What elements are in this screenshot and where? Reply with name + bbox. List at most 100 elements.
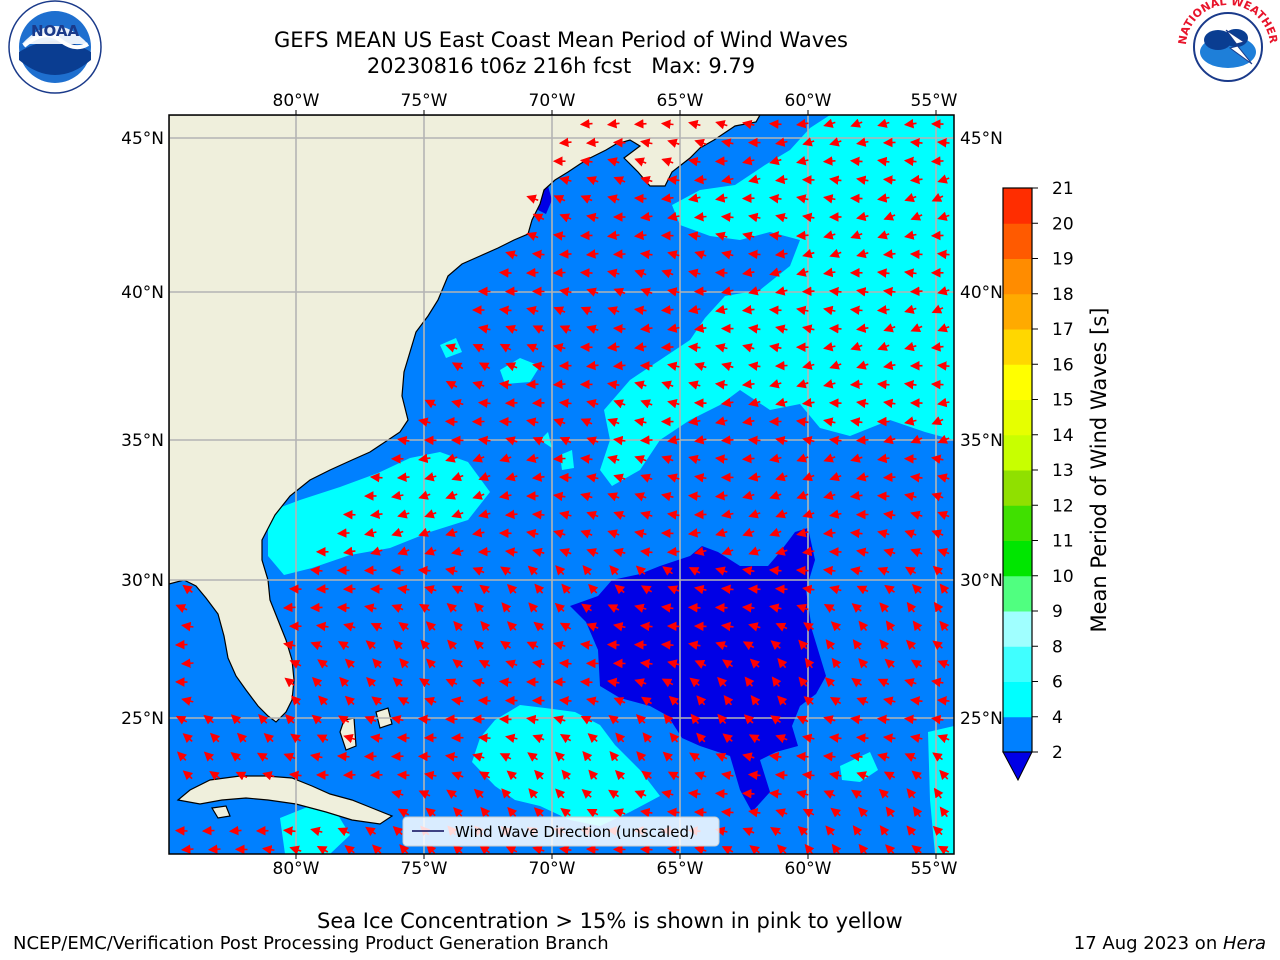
wave-direction-arrow [607,157,620,167]
wave-direction-arrow [182,584,193,595]
wave-direction-arrow [397,435,410,446]
wave-direction-arrow [559,175,572,186]
wave-direction-arrow [856,211,869,222]
wave-direction-arrow [397,546,410,556]
lat-label: 45°N [121,129,164,149]
colorbar-tick-label: 8 [1052,637,1063,657]
wave-direction-arrow [634,528,647,539]
wave-direction-arrow [822,565,836,576]
wave-direction-arrow [504,547,518,557]
wave-direction-arrow [588,583,599,595]
wave-direction-arrow [666,175,680,185]
wave-direction-arrow [580,306,593,316]
wave-direction-arrow [559,287,572,297]
wave-direction-arrow [688,193,701,203]
wave-direction-arrow [801,770,815,781]
wave-direction-arrow [451,771,464,781]
wave-direction-arrow [769,751,782,762]
wave-direction-arrow [580,418,593,428]
wave-direction-arrow [939,769,950,781]
wave-direction-arrow [607,380,620,390]
wave-direction-arrow [912,806,923,818]
wave-direction-arrow [559,510,572,520]
wave-direction-arrow [667,771,680,781]
wave-direction-arrow [528,602,539,613]
wave-direction-arrow [777,695,788,706]
lat-label: 30°N [121,571,164,591]
wave-direction-arrow [936,138,950,148]
wave-direction-arrow [581,603,592,613]
wave-direction-arrow [532,361,545,371]
wave-direction-arrow [906,788,917,799]
colorbar-tick-label: 2 [1052,743,1063,763]
wave-direction-arrow [741,304,755,315]
wave-direction-arrow [288,770,302,781]
wave-direction-arrow [715,193,728,203]
wave-direction-arrow [393,639,404,650]
wave-direction-arrow [477,435,491,446]
wave-direction-arrow [425,621,437,632]
wave-direction-arrow [802,808,815,818]
wave-direction-arrow [182,770,194,781]
wave-direction-arrow [580,715,593,725]
wave-direction-arrow [310,752,323,762]
wave-direction-arrow [823,267,836,278]
wave-direction-arrow [283,752,296,762]
wave-direction-arrow [877,341,890,351]
wave-direction-arrow [634,157,647,167]
wave-direction-arrow [796,267,809,277]
wave-direction-arrow [310,826,323,837]
wave-direction-arrow [823,453,836,463]
wave-direction-arrow [525,267,539,278]
wave-direction-arrow [558,249,572,259]
wave-direction-arrow [607,677,620,688]
wave-direction-arrow [614,769,626,781]
wave-direction-arrow [661,455,674,465]
wave-direction-arrow [768,565,782,576]
wave-direction-arrow [850,118,863,128]
wave-direction-arrow [478,362,491,372]
map-frame [168,114,955,855]
wave-direction-arrow [498,305,512,316]
wave-direction-arrow [878,788,890,799]
wave-direction-arrow [284,714,296,725]
wave-direction-arrow [823,790,836,799]
wave-direction-arrow [282,602,296,613]
wave-direction-arrow [882,286,896,297]
wave-direction-arrow [505,362,518,372]
lat-label: 40°N [960,283,1003,303]
wave-direction-arrow [640,211,653,222]
nws-logo-text: NATIONAL WEATHER SERVICE [0,0,1280,48]
wave-direction-arrow [802,509,815,519]
wave-direction-arrow [802,472,815,482]
wave-direction-arrow [336,602,350,613]
wave-direction-arrow [397,697,410,706]
colorbar-segment [1003,434,1032,471]
wave-direction-arrow [613,621,626,632]
wave-direction-arrow [693,211,707,222]
colorbar-segment [1003,505,1032,541]
wave-direction-arrow [883,696,896,706]
wave-direction-arrow [505,733,518,744]
wave-direction-arrow [911,845,922,854]
wave-direction-arrow [903,156,917,167]
wave-direction-arrow [425,658,437,669]
wave-direction-arrow [424,546,437,556]
wave-direction-arrow [315,621,329,632]
wave-direction-arrow [505,846,518,854]
wave-direction-arrow [882,472,896,483]
wave-direction-arrow [607,417,620,427]
wave-direction-arrow [663,713,674,725]
colorbar-tick-label: 6 [1052,673,1063,693]
wave-direction-arrow [884,584,895,595]
wave-direction-arrow [478,472,491,482]
colorbar-tick-label: 9 [1052,602,1063,622]
host-name: Hera [1222,933,1266,954]
wave-direction-arrow [607,454,620,465]
wave-direction-arrow [722,733,733,744]
wave-direction-arrow [532,436,545,446]
wave-direction-arrow [849,751,863,762]
wave-direction-arrow [553,306,566,316]
lon-label: 70°W [529,859,576,879]
wave-direction-arrow [883,547,896,558]
